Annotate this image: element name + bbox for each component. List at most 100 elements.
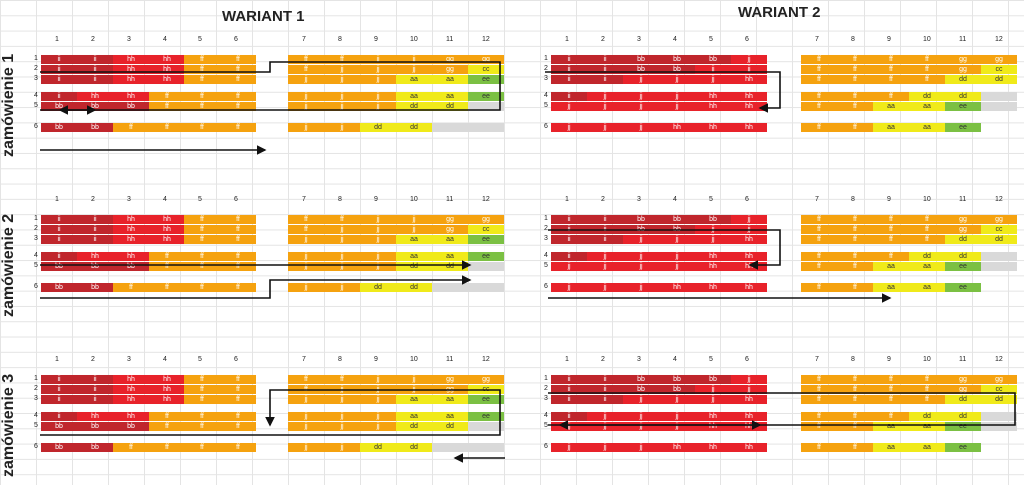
w1-b1-cell: jj xyxy=(360,65,396,74)
w2-b2-cell: ee xyxy=(945,283,981,292)
w1-b2-cell: ff xyxy=(324,215,360,224)
w2-b1-cell: aa xyxy=(909,123,945,132)
flow-arrow xyxy=(40,389,501,436)
w1-b3-col-12: 12 xyxy=(482,356,490,363)
w1-b1-cell: jj xyxy=(324,123,360,132)
w2-b3-cell: bb xyxy=(695,375,731,384)
w1-b2-cell: jj xyxy=(360,235,396,244)
w2-b1-cell: ff xyxy=(873,55,909,64)
w1-b3-cell: ff xyxy=(184,375,220,384)
w1-b2-cell: ii xyxy=(41,215,77,224)
w1-b3-cell: ff xyxy=(149,422,185,431)
w1-b2-cell: jj xyxy=(288,262,324,271)
w2-b1-cell: dd xyxy=(945,75,981,84)
w1-b2-cell: ff xyxy=(149,283,185,292)
w2-b1-cell xyxy=(981,102,1017,111)
w1-b2-cell: jj xyxy=(396,225,432,234)
w2-b2-cell: dd xyxy=(909,252,945,261)
w1-b2-cell: bb xyxy=(77,283,113,292)
w2-b2-col-7: 7 xyxy=(815,196,819,203)
w2-b2-cell: bb xyxy=(659,215,695,224)
w1-b1-cell: ff xyxy=(220,123,256,132)
w1-b2-col-8: 8 xyxy=(338,196,342,203)
w1-b1-cell: ee xyxy=(468,75,504,84)
w2-b1-cell: jj xyxy=(659,92,695,101)
w2-b3-rowlbl-2: 2 xyxy=(544,385,548,392)
w1-b1-cell: ii xyxy=(41,65,77,74)
w2-b3-col-4: 4 xyxy=(673,356,677,363)
w1-b1-cell: jj xyxy=(360,75,396,84)
w2-b3-cell: dd xyxy=(909,412,945,421)
w2-b1-cell: bb xyxy=(623,55,659,64)
w2-b2-cell: bb xyxy=(623,215,659,224)
w2-b3-cell: jj xyxy=(551,422,587,431)
w1-b1-cell: bb xyxy=(77,123,113,132)
w1-b1-cell: jj xyxy=(288,123,324,132)
w1-b1-cell: ff xyxy=(184,65,220,74)
w1-b1-cell: hh xyxy=(149,75,185,84)
w1-b3-cell: jj xyxy=(288,422,324,431)
w2-b1-cell: hh xyxy=(695,92,731,101)
w1-b1-cell: ff xyxy=(220,102,256,111)
w2-b3-cell: jj xyxy=(695,385,731,394)
w1-b3-cell: ff xyxy=(324,375,360,384)
w2-b2-col-11: 11 xyxy=(959,196,967,203)
w2-b1-cell: ff xyxy=(801,92,837,101)
w2-b1-cell: jj xyxy=(695,65,731,74)
w1-b1-cell: jj xyxy=(288,92,324,101)
w2-b2-cell: jj xyxy=(623,235,659,244)
w1-b3-cell: jj xyxy=(324,422,360,431)
w2-b3-cell: bb xyxy=(659,375,695,384)
w2-b3-cell: aa xyxy=(873,443,909,452)
w2-b3-cell: hh xyxy=(659,443,695,452)
w2-b2-cell: jj xyxy=(587,262,623,271)
w2-b2-cell: ff xyxy=(801,215,837,224)
w1-b2-cell: ff xyxy=(184,283,220,292)
w1-b3-cell: hh xyxy=(113,375,149,384)
w2-b2-cell: aa xyxy=(909,262,945,271)
w1-b3-cell: jj xyxy=(324,412,360,421)
w1-b1-col-8: 8 xyxy=(338,36,342,43)
w2-b3-cell xyxy=(981,422,1017,431)
w2-b1-cell: ii xyxy=(587,55,623,64)
w1-b1-rowlbl-4: 4 xyxy=(34,92,38,99)
w1-b2-cell: hh xyxy=(149,215,185,224)
w1-b1-col-9: 9 xyxy=(374,36,378,43)
w1-b2-cell: ff xyxy=(184,215,220,224)
title-wariant-2: WARIANT 2 xyxy=(738,4,821,21)
w1-b2-cell: hh xyxy=(113,225,149,234)
w1-b3-cell: ff xyxy=(149,443,185,452)
w1-b3-cell: ff xyxy=(113,443,149,452)
w1-b3-cell: jj xyxy=(288,395,324,404)
w1-b1-cell: ff xyxy=(288,55,324,64)
w1-b1-cell: jj xyxy=(360,55,396,64)
w1-b1-cell: ii xyxy=(77,65,113,74)
w2-b2-cell: aa xyxy=(873,262,909,271)
w1-b2-cell: aa xyxy=(396,252,432,261)
w2-b3-rowlbl-5: 5 xyxy=(544,422,548,429)
w1-b1-cell: ff xyxy=(220,92,256,101)
w2-b3-cell: jj xyxy=(731,385,767,394)
w2-b2-cell: ii xyxy=(551,235,587,244)
w2-b2-cell: ii xyxy=(551,215,587,224)
w1-b3-cell: ff xyxy=(220,412,256,421)
w1-b1-cell: ee xyxy=(468,92,504,101)
w2-b3-cell: bb xyxy=(623,385,659,394)
w2-b1-cell: hh xyxy=(731,75,767,84)
w2-b2-col-12: 12 xyxy=(995,196,1003,203)
w2-b3-cell: ff xyxy=(837,375,873,384)
w2-b2-cell: jj xyxy=(695,235,731,244)
w1-b2-rowlbl-2: 2 xyxy=(34,225,38,232)
w2-b2-col-1: 1 xyxy=(565,196,569,203)
w1-b1-cell: jj xyxy=(396,65,432,74)
w2-b1-rowlbl-3: 3 xyxy=(544,75,548,82)
w1-b3-cell: jj xyxy=(360,395,396,404)
w1-b3-cell: ii xyxy=(41,395,77,404)
w2-b1-cell: bb xyxy=(695,55,731,64)
w1-b1-cell: ff xyxy=(220,75,256,84)
w2-b3-cell: ff xyxy=(873,395,909,404)
w2-b2-col-10: 10 xyxy=(923,196,931,203)
w1-b2-cell: ii xyxy=(77,215,113,224)
w1-b1-cell: jj xyxy=(324,75,360,84)
w2-b2-cell: hh xyxy=(731,235,767,244)
